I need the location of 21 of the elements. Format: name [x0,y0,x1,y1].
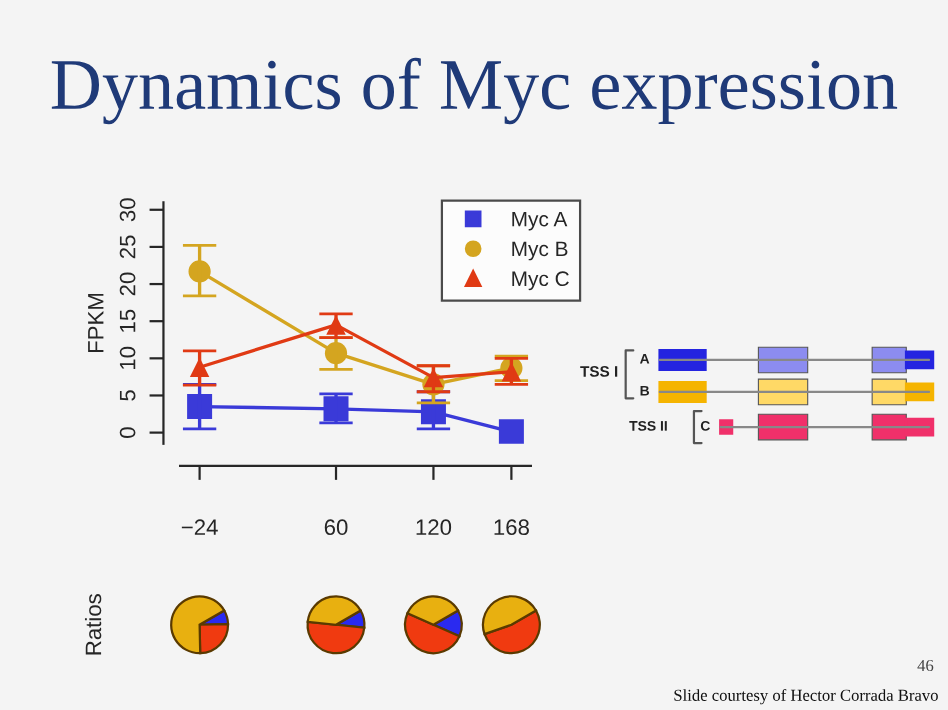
y-axis-title: FPKM [88,294,104,353]
pie-slice [170,595,226,655]
y-tick-label: 15 [119,309,136,332]
legend-label: Myc C [512,271,569,291]
point [498,419,524,444]
y-tick-label: 0 [119,427,136,438]
y-tick-label: 20 [119,272,136,296]
x-tick-label: −24 [181,519,218,535]
y-tick-label: 25 [119,235,136,259]
legend-label: Myc B [512,241,568,261]
x-tick-label: 60 [324,519,348,536]
text: Ratios [84,594,102,655]
y-tick-label: 30 [119,198,136,222]
x-tick-label: 120 [416,519,452,536]
y-tick-label: 10 [119,346,136,369]
text: Slide courtesy of Hector Corrada Bravo [674,688,938,705]
legend-label: Myc A [512,211,568,231]
y-tick-label: 5 [119,390,136,401]
text: 46 [917,659,934,672]
x-tick-label: 168 [494,519,529,536]
chart-title: Dynamics of Myc expression [51,57,898,125]
